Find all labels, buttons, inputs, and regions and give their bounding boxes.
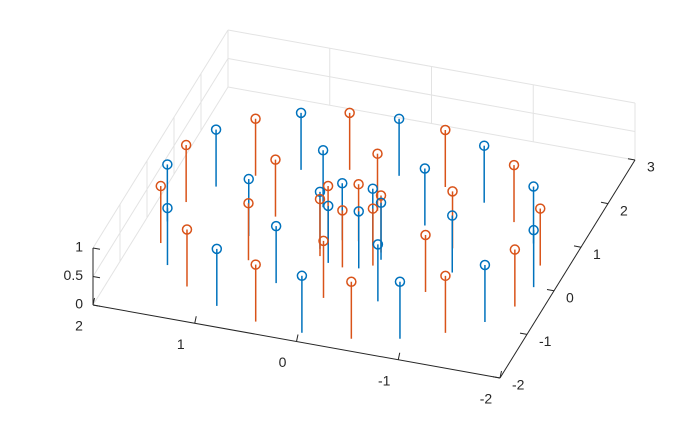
stem-marker [419, 163, 431, 174]
y-tick [546, 289, 555, 292]
y-axis [499, 159, 636, 379]
stem-marker [250, 113, 261, 125]
stem-marker [162, 159, 173, 170]
stem-marker [440, 270, 451, 282]
stem-marker [375, 190, 387, 201]
stem-marker [322, 180, 334, 192]
stem-marker [447, 186, 458, 197]
stem-marker [162, 202, 173, 214]
stem-marker [180, 139, 192, 151]
grid-line [92, 58, 229, 277]
z-tick-label: 1 [75, 239, 83, 255]
x-tick [296, 334, 299, 342]
stem-marker [367, 203, 379, 214]
y-tick [519, 332, 528, 335]
x-tick [194, 316, 197, 324]
z-tick [92, 276, 101, 279]
stem-marker [337, 177, 348, 189]
stem-marker [372, 239, 384, 250]
y-tick [573, 245, 582, 248]
y-tick-label: 2 [620, 202, 628, 218]
stem-marker [508, 159, 520, 171]
z-tick-label: 0 [75, 296, 83, 312]
stem-marker [478, 140, 490, 151]
stem-marker [534, 203, 546, 214]
x-tick-label: 0 [279, 354, 287, 370]
stem-marker [250, 259, 261, 270]
stem-marker [372, 148, 383, 159]
y-tick-label: 1 [593, 246, 601, 262]
stem-marker [394, 276, 406, 287]
stem-marker [295, 107, 307, 119]
stem-marker [155, 180, 167, 192]
stem-marker [375, 197, 387, 209]
grid-line [92, 29, 229, 249]
stem-marker [322, 200, 334, 212]
z-tick-label: 0.5 [64, 267, 84, 283]
grid-line [227, 29, 636, 104]
stem-marker [420, 229, 431, 241]
x-tick [499, 370, 502, 379]
stem-marker [353, 178, 364, 190]
y-tick-label: -1 [539, 333, 552, 349]
x-tick-label: -2 [480, 391, 493, 407]
y-tick-label: 3 [647, 159, 655, 175]
stem-marker [447, 210, 458, 221]
grid-line [227, 86, 636, 161]
stem-marker [210, 124, 222, 135]
z-tick [92, 304, 101, 307]
stem-marker [314, 193, 326, 205]
x-tick-label: -1 [378, 372, 391, 388]
stem-marker [353, 206, 364, 217]
y-tick [627, 158, 636, 161]
stem-marker [393, 113, 405, 125]
stem-marker [270, 220, 282, 232]
stem-marker [211, 243, 223, 255]
stem-marker [181, 224, 193, 235]
grid-line [227, 58, 636, 132]
x-tick [92, 297, 95, 306]
stem-marker [243, 197, 254, 209]
stem-marker [344, 107, 355, 119]
stem-marker [479, 259, 491, 271]
y-tick-label: 0 [566, 290, 574, 306]
stem-marker [528, 224, 539, 236]
y-tick [600, 201, 609, 205]
x-tick [397, 352, 401, 360]
stem-marker [367, 183, 379, 194]
stem-marker [346, 276, 357, 287]
x-tick-label: 2 [75, 318, 83, 334]
stem-marker [440, 124, 451, 136]
stem-marker [270, 154, 281, 165]
y-tick-label: -2 [512, 377, 525, 393]
x-tick-label: 1 [177, 336, 185, 352]
stem-marker [509, 244, 521, 255]
stem-marker [296, 270, 308, 282]
stem-marker [314, 186, 326, 198]
stem-marker [243, 173, 254, 185]
stem-marker [317, 144, 329, 156]
stem-marker [337, 205, 348, 216]
y-tick [492, 376, 501, 379]
z-tick [92, 247, 101, 250]
stem-marker [528, 181, 539, 192]
stem-marker [318, 235, 329, 247]
